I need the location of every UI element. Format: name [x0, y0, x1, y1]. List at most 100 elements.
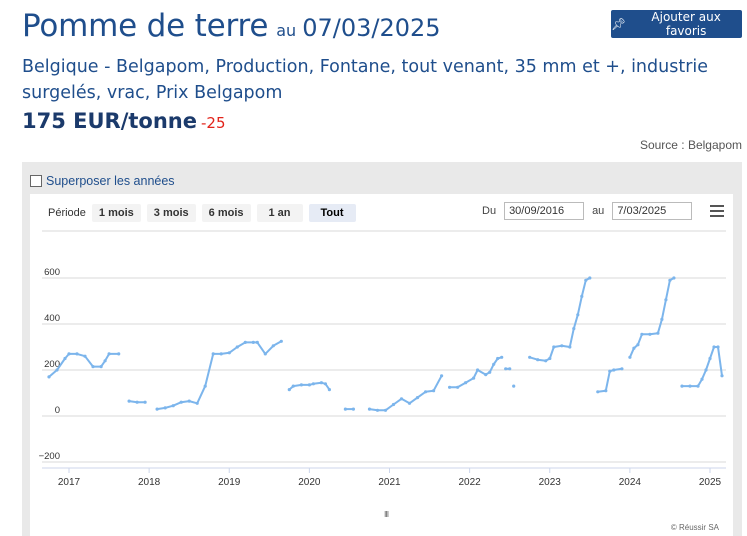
- hamburger-icon[interactable]: [710, 205, 724, 217]
- data-point[interactable]: [424, 390, 428, 394]
- data-point[interactable]: [307, 383, 311, 387]
- data-point[interactable]: [399, 397, 404, 401]
- data-point[interactable]: [107, 352, 111, 356]
- data-point[interactable]: [720, 374, 724, 378]
- data-point[interactable]: [472, 376, 476, 380]
- data-point[interactable]: [155, 407, 159, 411]
- data-point[interactable]: [327, 388, 331, 392]
- range-button-1y[interactable]: 1 an: [256, 204, 303, 222]
- navigator-area[interactable]: [42, 494, 726, 510]
- data-point[interactable]: [291, 384, 295, 388]
- data-point[interactable]: [584, 278, 588, 282]
- data-point[interactable]: [512, 384, 516, 388]
- data-point[interactable]: [67, 352, 71, 356]
- data-point[interactable]: [588, 276, 592, 280]
- data-point[interactable]: [367, 407, 372, 411]
- navigator-handle[interactable]: III: [384, 510, 389, 519]
- data-point[interactable]: [528, 355, 532, 359]
- data-point[interactable]: [391, 402, 396, 407]
- data-point[interactable]: [99, 365, 103, 369]
- data-point[interactable]: [211, 352, 215, 356]
- range-button-1m[interactable]: 1 mois: [91, 204, 141, 222]
- data-point[interactable]: [203, 384, 207, 388]
- data-point[interactable]: [464, 381, 468, 385]
- data-point[interactable]: [620, 367, 624, 371]
- data-point[interactable]: [135, 400, 139, 404]
- data-point[interactable]: [636, 343, 640, 347]
- data-point[interactable]: [712, 345, 716, 349]
- data-point[interactable]: [640, 332, 644, 336]
- data-point[interactable]: [323, 382, 327, 386]
- data-point[interactable]: [55, 368, 59, 372]
- data-point[interactable]: [343, 407, 347, 411]
- data-point[interactable]: [680, 384, 684, 388]
- data-point[interactable]: [660, 317, 664, 321]
- data-point[interactable]: [700, 377, 704, 381]
- data-point[interactable]: [508, 367, 512, 371]
- data-point[interactable]: [179, 400, 183, 404]
- data-point[interactable]: [488, 370, 492, 374]
- to-date-input[interactable]: [612, 202, 693, 220]
- data-point[interactable]: [608, 369, 612, 373]
- data-point[interactable]: [75, 352, 79, 356]
- data-point[interactable]: [383, 408, 388, 412]
- data-point[interactable]: [688, 384, 692, 388]
- data-point[interactable]: [632, 346, 636, 350]
- data-point[interactable]: [536, 358, 540, 362]
- data-point[interactable]: [251, 340, 255, 344]
- data-point[interactable]: [143, 400, 147, 404]
- data-point[interactable]: [576, 313, 580, 317]
- data-point[interactable]: [604, 389, 608, 393]
- data-point[interactable]: [580, 294, 584, 298]
- data-point[interactable]: [552, 345, 556, 349]
- data-point[interactable]: [500, 355, 504, 359]
- data-point[interactable]: [271, 344, 275, 348]
- data-point[interactable]: [544, 359, 548, 363]
- data-point[interactable]: [704, 368, 708, 372]
- data-point[interactable]: [255, 340, 259, 344]
- data-point[interactable]: [171, 404, 175, 408]
- data-point[interactable]: [351, 407, 355, 411]
- data-point[interactable]: [432, 389, 436, 393]
- from-date-input[interactable]: [504, 202, 585, 220]
- range-button-3m[interactable]: 3 mois: [146, 204, 196, 222]
- data-point[interactable]: [440, 374, 444, 378]
- data-point[interactable]: [227, 351, 231, 355]
- data-point[interactable]: [375, 408, 380, 412]
- data-point[interactable]: [299, 383, 303, 387]
- range-button-6m[interactable]: 6 mois: [201, 204, 251, 222]
- data-point[interactable]: [243, 340, 247, 344]
- data-point[interactable]: [716, 345, 720, 349]
- data-point[interactable]: [696, 384, 700, 388]
- overlay-years-checkbox[interactable]: [30, 175, 42, 187]
- data-point[interactable]: [648, 332, 652, 336]
- data-point[interactable]: [596, 390, 600, 394]
- data-point[interactable]: [83, 354, 87, 358]
- data-point[interactable]: [612, 368, 616, 372]
- data-point[interactable]: [448, 385, 452, 389]
- data-point[interactable]: [187, 399, 191, 403]
- data-point[interactable]: [319, 381, 323, 385]
- data-point[interactable]: [496, 356, 500, 361]
- data-point[interactable]: [407, 401, 412, 405]
- data-point[interactable]: [656, 331, 660, 335]
- data-point[interactable]: [195, 401, 199, 405]
- data-point[interactable]: [548, 356, 552, 361]
- overlay-years-toggle[interactable]: Superposer les années: [30, 174, 175, 188]
- data-point[interactable]: [572, 327, 576, 331]
- data-point[interactable]: [560, 344, 564, 348]
- data-point[interactable]: [664, 298, 668, 302]
- data-point[interactable]: [103, 359, 107, 363]
- data-point[interactable]: [63, 356, 67, 361]
- data-point[interactable]: [668, 278, 672, 282]
- data-point[interactable]: [415, 396, 420, 400]
- data-point[interactable]: [235, 345, 239, 349]
- data-point[interactable]: [672, 276, 676, 280]
- data-point[interactable]: [504, 367, 508, 371]
- data-point[interactable]: [492, 362, 496, 366]
- data-point[interactable]: [263, 352, 267, 356]
- data-point[interactable]: [456, 385, 460, 389]
- data-point[interactable]: [279, 339, 283, 343]
- data-point[interactable]: [568, 345, 572, 349]
- data-point[interactable]: [219, 352, 223, 356]
